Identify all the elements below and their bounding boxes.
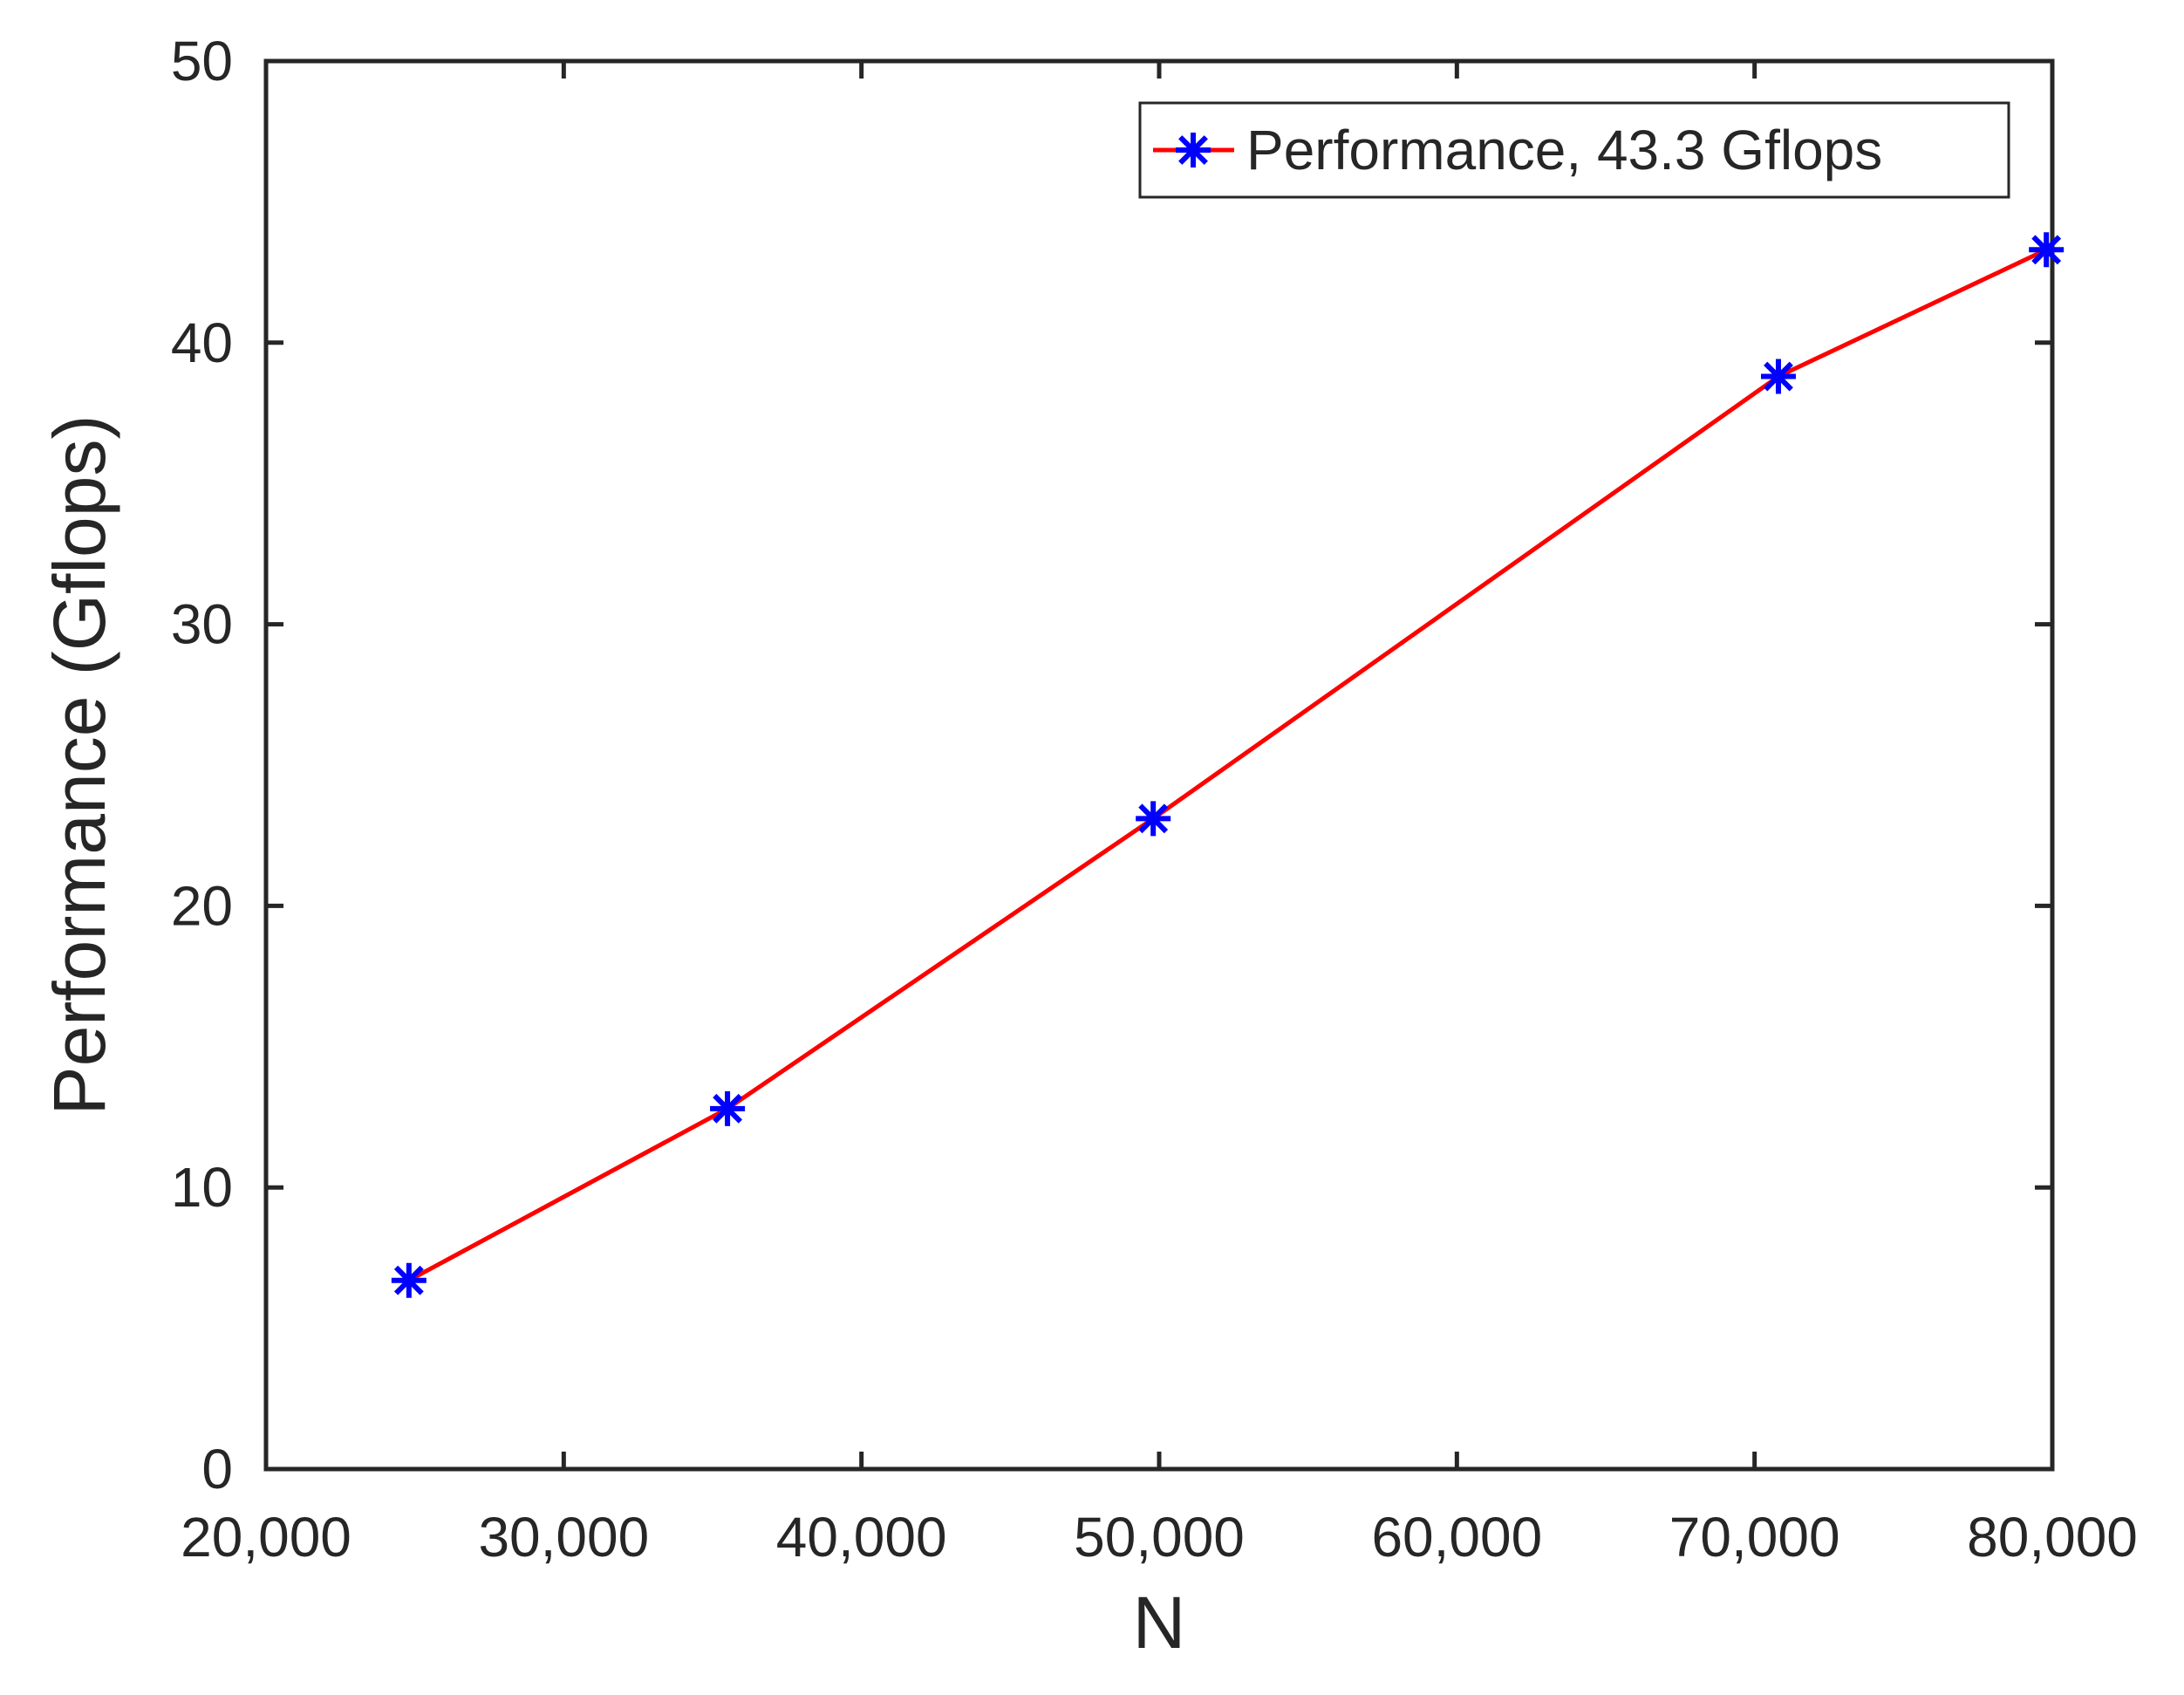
legend: Performance, 43.3 Gflops — [1138, 101, 2010, 199]
y-tick-label: 50 — [171, 30, 233, 92]
data-point-marker — [391, 1262, 427, 1298]
data-point-marker — [2029, 232, 2065, 268]
marker-stroke — [1764, 361, 1793, 392]
y-tick-label: 0 — [201, 1438, 233, 1500]
x-tick-label: 70,000 — [1669, 1506, 1840, 1569]
marker-stroke — [393, 1265, 424, 1295]
data-point-marker — [710, 1090, 746, 1126]
x-tick-label: 50,000 — [1074, 1506, 1245, 1569]
legend-marker-swatch — [1176, 133, 1211, 167]
plot-layer — [391, 232, 2065, 1298]
data-point-marker — [1760, 359, 1796, 394]
y-tick-label: 10 — [171, 1156, 233, 1219]
marker-stroke — [1138, 803, 1169, 834]
x-axis-title: N — [1133, 1582, 1186, 1664]
legend-box — [1138, 101, 2010, 199]
x-tick-label: 20,000 — [181, 1506, 351, 1569]
plot-frame — [263, 58, 2055, 1472]
y-tick-label: 20 — [171, 874, 233, 937]
marker-stroke — [2031, 235, 2062, 265]
marker-stroke — [713, 1093, 742, 1124]
y-tick-label: 30 — [171, 593, 233, 656]
y-axis-title: Performance (Gflops) — [38, 415, 120, 1116]
axes-layer: 20,000 30,000 40,000 50,000 60,000 70,000 80,0… — [171, 30, 2138, 1569]
x-tick-label: 40,000 — [776, 1506, 947, 1569]
legend-label: Performance, 43.3 Gflops — [1246, 119, 1882, 181]
x-tick-label: 60,000 — [1371, 1506, 1542, 1569]
x-tick-label: 80,000 — [1967, 1506, 2138, 1569]
marker-stroke — [1178, 135, 1208, 165]
x-tick-label: 30,000 — [478, 1506, 649, 1569]
y-tick-label: 40 — [171, 311, 233, 374]
data-point-marker — [1136, 801, 1171, 837]
series-line — [407, 248, 2048, 1282]
